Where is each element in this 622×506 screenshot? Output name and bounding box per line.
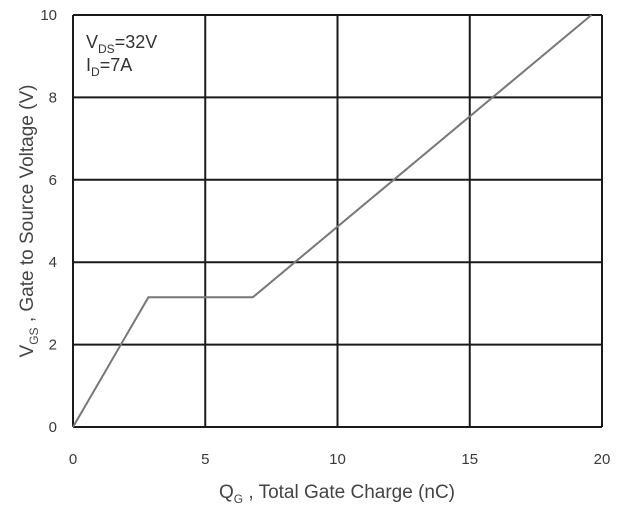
chart-grid [72,14,603,428]
annotation-vds: VDS=32V [86,32,157,56]
x-tick-label: 0 [69,451,77,468]
x-tick-labels: 0 5 10 15 20 [69,451,611,468]
series-line-0 [72,14,593,428]
y-tick-label: 10 [40,7,57,24]
y-tick-label: 8 [49,89,57,106]
x-tick-label: 20 [594,451,611,468]
y-axis-label: VGS , Gate to Source Voltage (V) [17,85,41,358]
x-tick-label: 10 [329,451,346,468]
series-group [72,14,593,428]
y-tick-labels: 0 2 4 6 8 10 [40,7,57,436]
y-tick-label: 4 [49,254,57,271]
annotation-id: ID=7A [86,55,132,79]
y-tick-label: 2 [49,337,57,354]
x-tick-label: 5 [201,451,209,468]
y-tick-label: 6 [49,172,57,189]
x-axis-label: QG , Total Gate Charge (nC) [219,482,455,506]
x-tick-label: 15 [461,451,478,468]
y-tick-label: 0 [49,419,57,436]
